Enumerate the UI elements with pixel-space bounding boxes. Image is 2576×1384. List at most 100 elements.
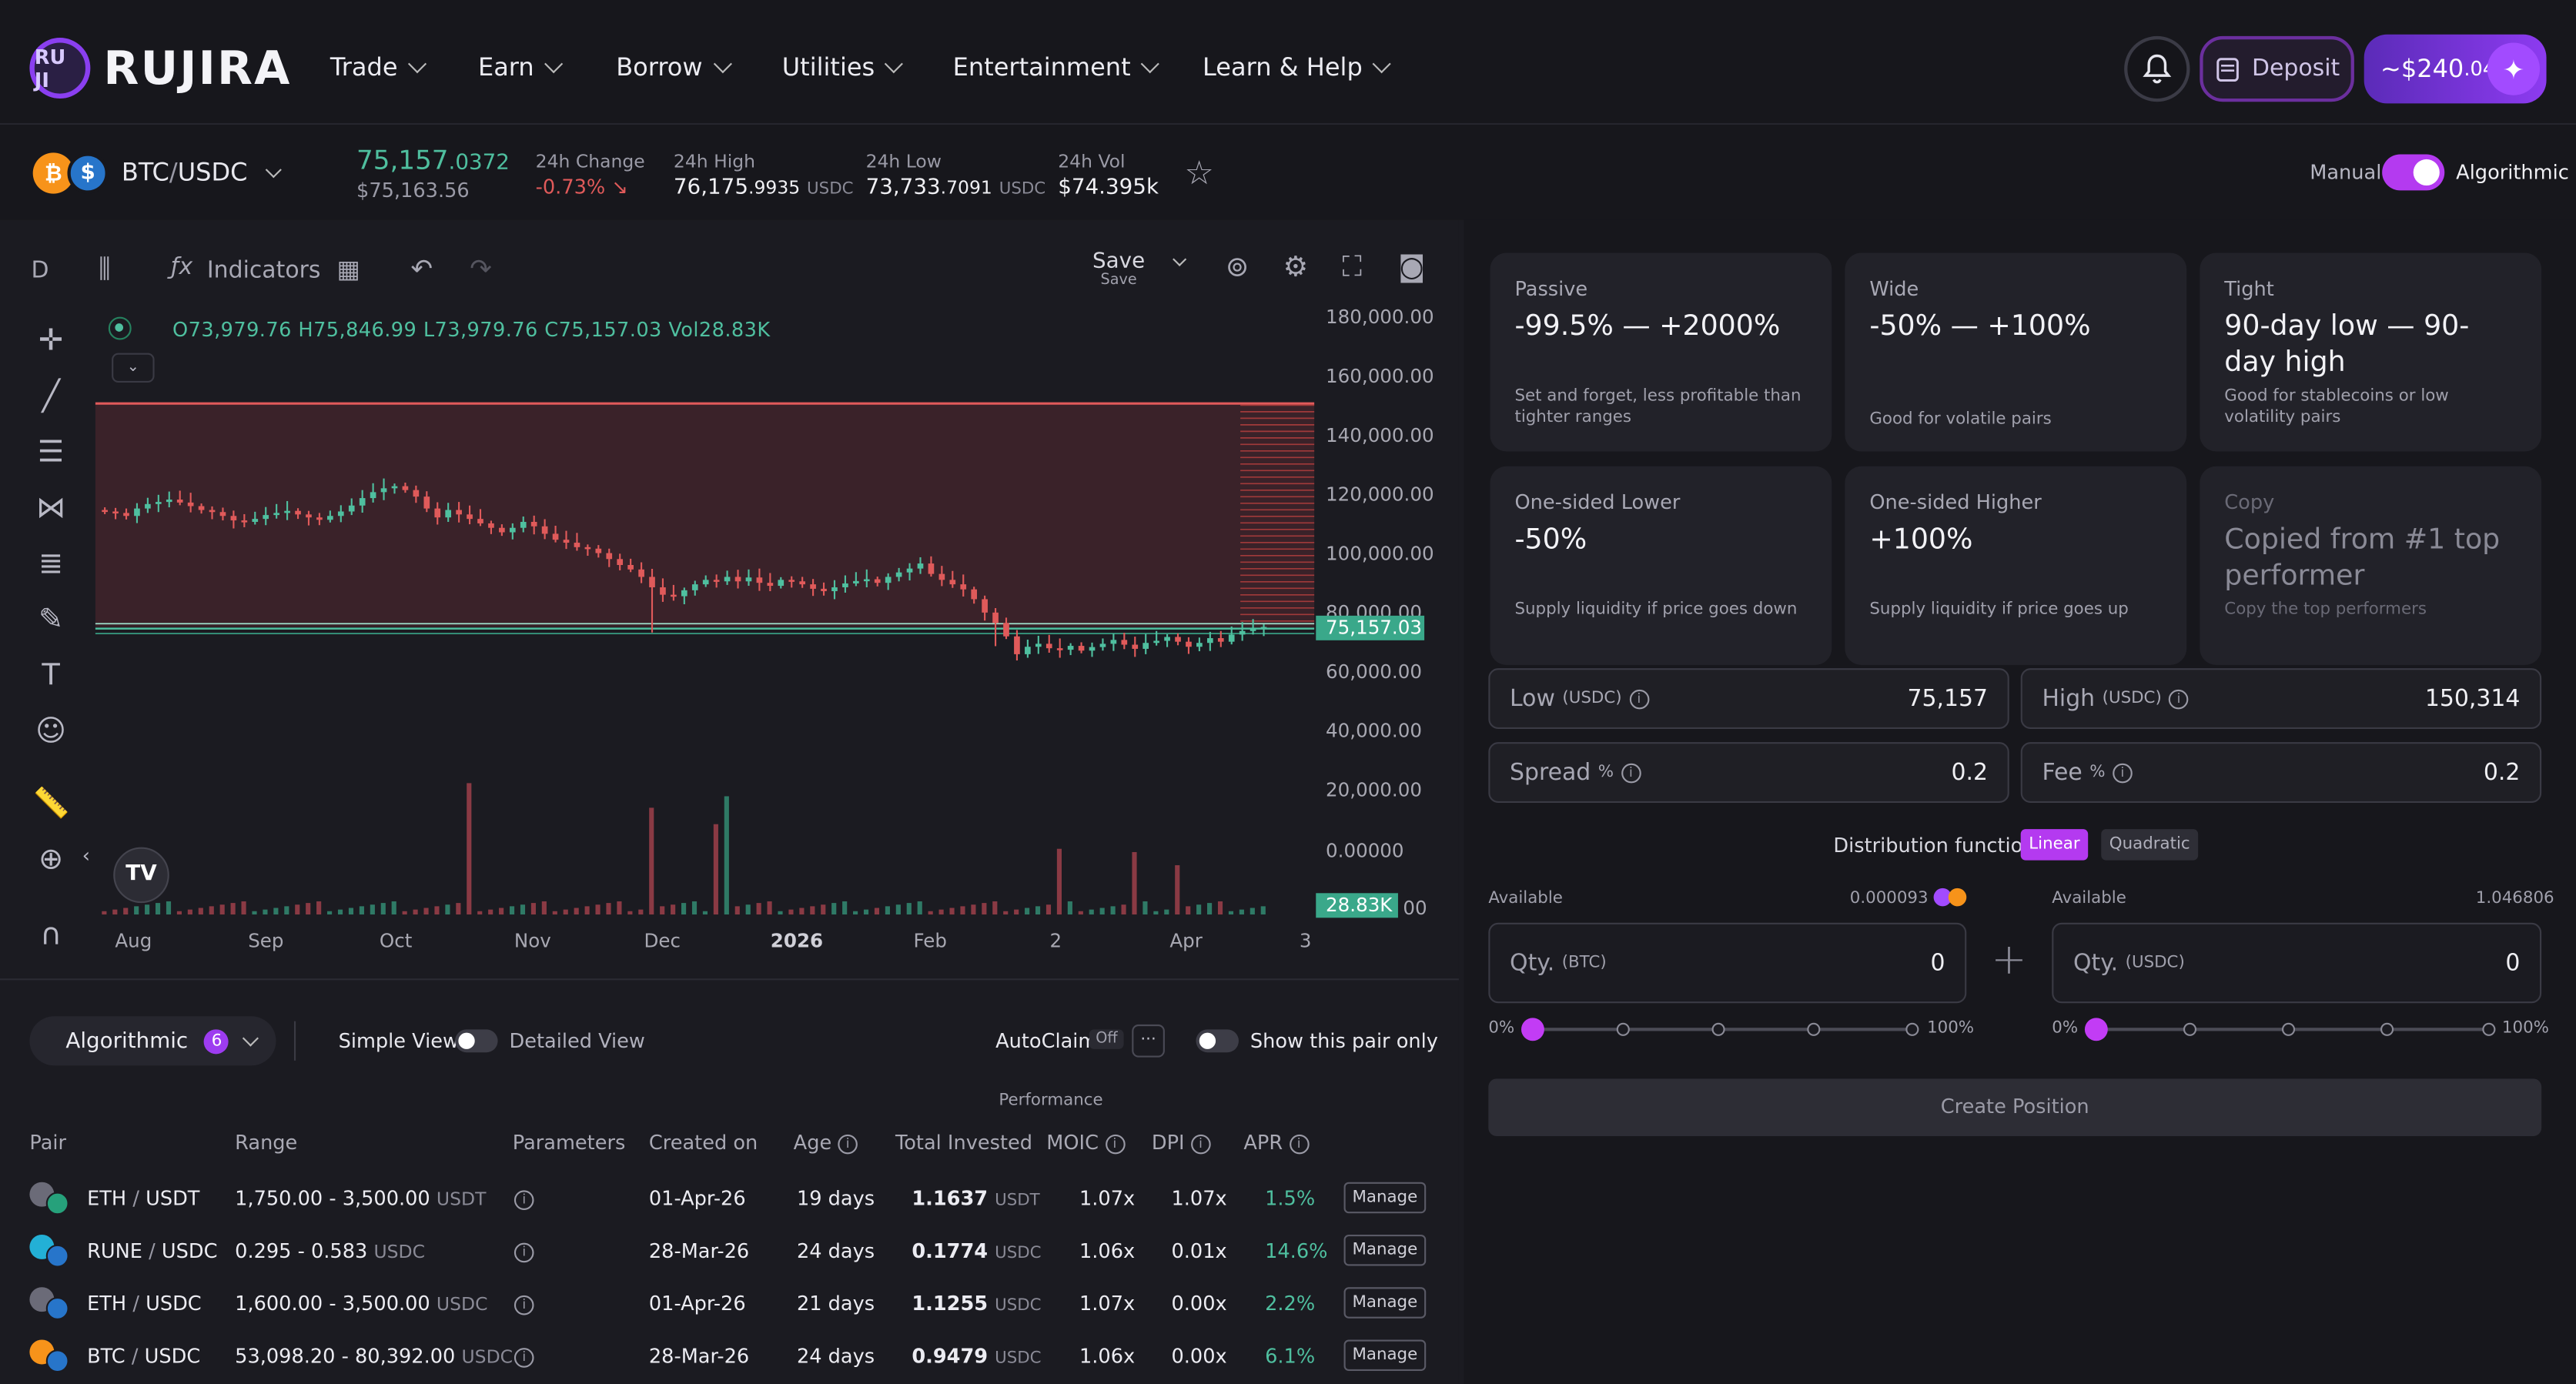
save-button[interactable]: Save Save xyxy=(1092,249,1145,288)
fullscreen-icon[interactable]: ⛶ xyxy=(1342,251,1362,284)
camera-snapshot-icon[interactable]: ◙ xyxy=(1397,251,1426,284)
linear-option[interactable]: Linear xyxy=(2020,829,2089,861)
magnet-icon[interactable]: ∩ xyxy=(40,918,62,953)
pair-selector[interactable]: BTC / USDC xyxy=(122,158,282,187)
quadratic-option[interactable]: Quadratic xyxy=(2101,829,2199,861)
manage-button[interactable]: Manage xyxy=(1343,1234,1427,1266)
col-range[interactable]: Range xyxy=(235,1131,298,1155)
x-tick: 3 xyxy=(1299,929,1312,953)
rujira-logo-icon[interactable]: RU JI xyxy=(29,38,91,99)
slider-knob[interactable] xyxy=(1521,1018,1544,1041)
candle-type-icon[interactable]: ⫼ xyxy=(99,252,111,284)
btc-coin-icon: ₿ xyxy=(32,152,75,194)
row-parameters[interactable]: i xyxy=(514,1187,534,1210)
usdc-amount-slider[interactable] xyxy=(2084,1018,2496,1041)
strategy-card-passive[interactable]: Passive -99.5% — +2000% Set and forget, le… xyxy=(1490,252,1832,452)
autoclaim-options-button[interactable]: ··· xyxy=(1132,1024,1165,1058)
nav-trade[interactable]: Trade xyxy=(330,52,427,82)
col-age[interactable]: Age i xyxy=(794,1132,858,1154)
ruler-icon[interactable]: 📏 xyxy=(32,786,70,821)
nav-utilities[interactable]: Utilities xyxy=(782,52,904,82)
row-age: 24 days xyxy=(796,1344,875,1368)
collapse-left-icon[interactable]: ‹ xyxy=(82,844,90,868)
info-icon: i xyxy=(514,1189,534,1209)
volume-bar xyxy=(584,906,590,915)
autoclaim-state-badge[interactable]: Off xyxy=(1089,1029,1125,1049)
low-label: Low xyxy=(1510,685,1555,712)
legend-collapse-chevron-icon[interactable]: ⌄ xyxy=(112,353,155,383)
notifications-button[interactable] xyxy=(2124,35,2190,102)
row-range: 1,750.00 - 3,500.00 USDT xyxy=(235,1187,486,1210)
fib-tool-icon[interactable]: ≣ xyxy=(38,547,64,582)
indicators-button[interactable]: Indicators xyxy=(206,257,321,284)
col-invested[interactable]: Total Invested xyxy=(895,1131,1033,1155)
col-parameters[interactable]: Parameters xyxy=(512,1131,626,1155)
candle-body xyxy=(499,527,505,533)
col-moic[interactable]: MOIC i xyxy=(1046,1132,1125,1154)
crosshair-icon[interactable]: ✛ xyxy=(38,323,64,358)
low-unit: (USDC) xyxy=(1562,689,1622,708)
candle-body xyxy=(831,587,838,591)
horizontal-lines-icon[interactable]: ☰ xyxy=(37,435,65,470)
tradingview-logo-icon[interactable]: TV xyxy=(113,847,169,904)
deposit-button[interactable]: Deposit xyxy=(2200,35,2354,102)
col-dpi[interactable]: DPI i xyxy=(1152,1132,1211,1154)
strategy-card-tight[interactable]: Tight 90-day low — 90-day high Good for st… xyxy=(2200,252,2542,452)
fee-field[interactable]: Fee % i 0.2 xyxy=(2020,742,2542,803)
slider-knob[interactable] xyxy=(2084,1018,2108,1041)
row-apr: 2.2% xyxy=(1265,1292,1316,1315)
col-pair[interactable]: Pair xyxy=(29,1131,67,1155)
zoom-in-icon[interactable]: ⊕ xyxy=(38,842,64,877)
position-type-select[interactable]: Algorithmic 6 xyxy=(29,1016,276,1066)
row-parameters[interactable]: i xyxy=(514,1292,534,1315)
spread-field[interactable]: Spread % i 0.2 xyxy=(1488,742,2009,803)
interval-button[interactable]: D xyxy=(31,257,49,284)
price-chart[interactable] xyxy=(95,304,1344,920)
strategy-card-one-sided-higher[interactable]: One-sided Higher +100% Supply liquidity if… xyxy=(1845,466,2187,665)
nav-entertainment[interactable]: Entertainment xyxy=(953,52,1160,82)
row-parameters[interactable]: i xyxy=(514,1345,534,1368)
strategy-card-wide[interactable]: Wide -50% — +100% Good for volatile pairs xyxy=(1845,252,2187,452)
low-price-field[interactable]: Low (USDC) i 75,157 xyxy=(1488,668,2009,730)
volume-bar xyxy=(187,909,192,915)
pattern-tool-icon[interactable]: ⋈ xyxy=(35,490,66,526)
row-parameters[interactable]: i xyxy=(514,1239,534,1262)
manage-button[interactable]: Manage xyxy=(1343,1287,1427,1319)
nav-borrow[interactable]: Borrow xyxy=(616,52,732,82)
nav-earn[interactable]: Earn xyxy=(478,52,564,82)
layout-grid-icon[interactable]: ▦ xyxy=(336,254,360,284)
chevron-down-icon[interactable] xyxy=(1173,252,1187,267)
high-price-field[interactable]: High (USDC) i 150,314 xyxy=(2020,668,2542,730)
manage-button[interactable]: Manage xyxy=(1343,1339,1427,1371)
col-created[interactable]: Created on xyxy=(648,1131,758,1155)
brush-icon[interactable]: ✎ xyxy=(38,602,64,637)
settings-gear-icon[interactable]: ⚙ xyxy=(1283,251,1309,284)
btc-amount-slider[interactable] xyxy=(1521,1018,1919,1041)
volume-bar xyxy=(445,904,450,915)
qty-btc-input[interactable]: Qty. (BTC) 0 xyxy=(1488,922,1967,1004)
pair-only-toggle[interactable] xyxy=(1196,1029,1239,1053)
volume-bar xyxy=(1099,908,1105,915)
strategy-card-one-sided-lower[interactable]: One-sided Lower -50% Supply liquidity if p… xyxy=(1490,466,1832,665)
qty-usdc-input[interactable]: Qty. (USDC) 0 xyxy=(2052,922,2542,1004)
nav-learn-help[interactable]: Learn & Help xyxy=(1203,52,1392,82)
emoji-icon[interactable]: ☺ xyxy=(35,714,67,749)
undo-icon[interactable]: ↶ xyxy=(410,252,433,284)
favorite-star-icon[interactable]: ☆ xyxy=(1184,152,1214,192)
app-logo-text[interactable]: RUJIRA xyxy=(103,41,292,95)
volume-bar xyxy=(284,906,289,915)
account-balance-button[interactable]: ~$240.04 ✦ xyxy=(2364,34,2547,104)
create-position-button[interactable]: Create Position xyxy=(1488,1078,2542,1136)
text-tool-icon[interactable]: T xyxy=(42,658,60,694)
trend-line-icon[interactable]: ╱ xyxy=(42,379,60,414)
col-apr[interactable]: APR i xyxy=(1243,1132,1309,1154)
candle-body xyxy=(520,521,527,528)
volume-bar xyxy=(306,903,311,915)
manual-algorithmic-toggle[interactable] xyxy=(2382,154,2445,191)
manage-button[interactable]: Manage xyxy=(1343,1182,1427,1214)
quick-search-icon[interactable]: ⊚ xyxy=(1225,251,1250,284)
redo-icon[interactable]: ↷ xyxy=(470,252,492,284)
strategy-card-copy[interactable]: Copy Copied from #1 top performer Copy the… xyxy=(2200,466,2542,665)
candle-body xyxy=(402,486,409,490)
view-mode-toggle[interactable] xyxy=(455,1029,498,1053)
